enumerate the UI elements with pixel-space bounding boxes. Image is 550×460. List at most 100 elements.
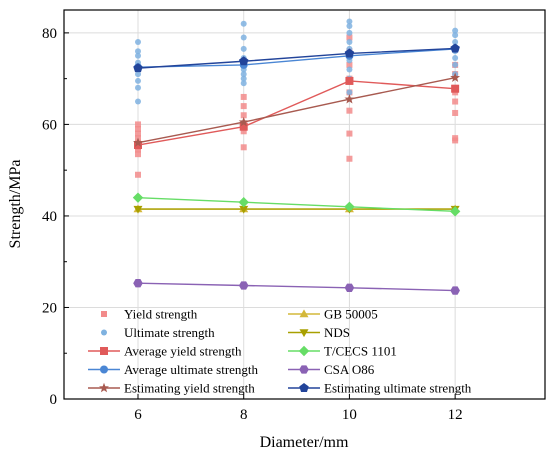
legend-label: CSA O86 [324, 362, 375, 377]
scatter-point [240, 75, 247, 82]
legend-label: Ultimate strength [124, 325, 215, 340]
series-line [137, 47, 456, 69]
scatter-point [135, 39, 141, 46]
scatter-point [346, 34, 353, 41]
legend-marker [299, 383, 309, 393]
series-line [137, 196, 456, 213]
scatter-point [135, 130, 141, 137]
scatter-point [240, 71, 247, 78]
series-point [344, 94, 355, 104]
y-tick-label: 20 [42, 300, 57, 316]
scatter-point [240, 45, 247, 52]
series-point [238, 281, 249, 290]
series-point [451, 84, 460, 93]
scatter-point [346, 23, 353, 30]
legend-label: Estimating ultimate strength [324, 381, 472, 396]
scatter-point [135, 52, 141, 59]
series-point [238, 116, 249, 127]
y-tick-label: 60 [42, 117, 57, 133]
series-point [344, 48, 355, 58]
scatter-point [346, 61, 353, 68]
scatter-point [346, 107, 353, 114]
scatter-point [452, 109, 459, 116]
legend-marker [100, 365, 108, 374]
scatter-point [452, 39, 459, 46]
y-axis-title: Strength/MPa [7, 160, 24, 249]
x-tick-label: 8 [240, 407, 248, 423]
scatter-point [135, 125, 141, 132]
legend-label: GB 50005 [324, 307, 378, 322]
series-point [345, 76, 354, 85]
legend-marker [299, 329, 309, 338]
legend-label: Average ultimate strength [124, 362, 259, 377]
scatter-point [240, 34, 247, 41]
series-line [137, 282, 456, 292]
x-tick-label: 10 [342, 407, 357, 423]
legend-label: NDS [324, 325, 350, 340]
x-axis-title: Diameter/mm [260, 434, 349, 451]
series-point [133, 137, 143, 147]
legend-label: T/CECS 1101 [324, 344, 397, 359]
series-point [133, 63, 143, 73]
series-point [344, 283, 355, 292]
plot-frame [63, 9, 546, 400]
scatter-point [452, 32, 459, 39]
x-tick-label: 12 [448, 407, 463, 423]
plot-series [132, 18, 461, 295]
scatter-point [240, 20, 247, 27]
legend-marker [101, 311, 107, 317]
scatter-point [346, 18, 353, 25]
scatter-point [346, 66, 353, 73]
scatter-point [452, 27, 459, 34]
series-point [238, 56, 249, 66]
scatter-point [346, 130, 353, 137]
legend-label: Estimating yield strength [124, 381, 255, 396]
series-point [134, 141, 142, 150]
scatter-point [346, 29, 353, 36]
scatter-point [135, 77, 141, 84]
scatter-point [240, 128, 247, 135]
x-tick-label: 6 [134, 407, 142, 423]
series-point [132, 192, 144, 203]
series-point [449, 206, 461, 217]
scatter-point [135, 48, 141, 55]
y-tick-label: 80 [42, 26, 57, 42]
y-tick-label: 0 [50, 392, 58, 408]
scatter-point [346, 89, 353, 96]
scatter-point [452, 55, 459, 62]
legend-label: Average yield strength [124, 344, 242, 359]
y-tick-label: 40 [42, 209, 57, 225]
scatter-point [240, 144, 247, 151]
series-point [239, 205, 249, 214]
legend-label: Yield strength [124, 307, 198, 322]
series-point [344, 201, 355, 212]
scatter-point [452, 135, 459, 142]
legend-marker [100, 347, 108, 355]
scatter-point [346, 39, 353, 46]
series-point [450, 286, 460, 295]
scatter-point [135, 151, 141, 158]
series-point [133, 205, 143, 214]
scatter-point [135, 84, 141, 91]
legend-marker [99, 382, 109, 393]
series-point [239, 122, 248, 131]
scatter-point [135, 171, 141, 178]
legend-marker [101, 329, 107, 336]
series-line [137, 77, 456, 144]
series-point [450, 43, 460, 53]
scatter-point [135, 71, 141, 78]
scatter-point [346, 155, 353, 162]
series-point [238, 197, 249, 208]
legend-marker [299, 365, 309, 374]
scatter-point [240, 80, 247, 87]
scatter-point [135, 98, 141, 105]
scatter-point [240, 103, 247, 110]
scatter-point [452, 61, 459, 68]
series-line [137, 48, 456, 68]
series-point [450, 72, 461, 82]
scatter-point [135, 121, 141, 128]
legend-marker [299, 309, 309, 318]
scatter-point [240, 112, 247, 119]
legend-marker [298, 345, 310, 357]
